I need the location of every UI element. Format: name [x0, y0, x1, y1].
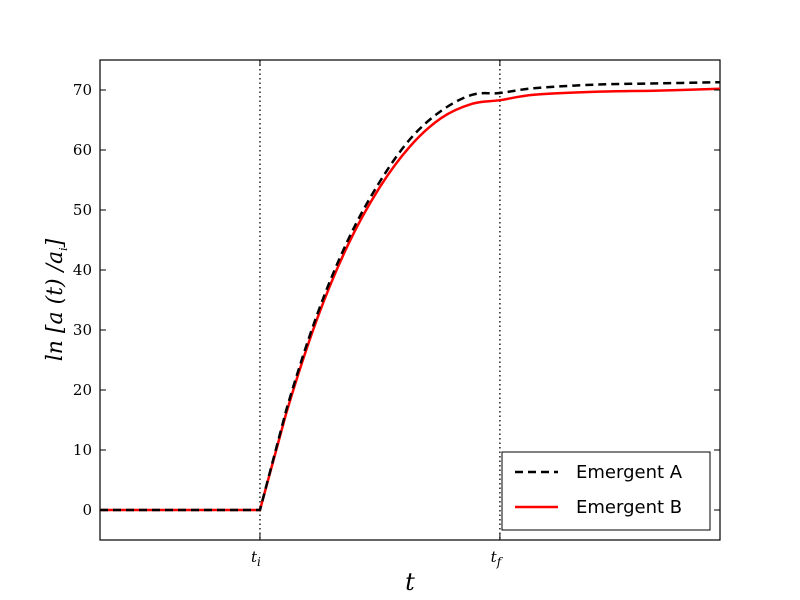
y-tick-label-50: 50 [73, 201, 92, 219]
plot-area: 0 10 20 30 40 50 60 70 ti tf [73, 59, 721, 569]
y-axis-label-close: ] [43, 238, 68, 248]
y-tick-label-20: 20 [73, 381, 92, 399]
series-line-emergent-b [100, 87, 721, 512]
legend: Emergent A Emergent B [501, 451, 711, 531]
y-tick-label-60: 60 [73, 141, 92, 159]
y-axis-label-subscript: i [57, 247, 70, 251]
legend-label-emergent-a: Emergent A [576, 462, 683, 483]
y-tick-label-70: 70 [73, 81, 92, 99]
y-tick-label-40: 40 [73, 261, 92, 279]
x-axis-label: t [405, 568, 415, 596]
y-tick-label-10: 10 [73, 441, 92, 459]
x-tick-label-0: ti [251, 548, 261, 569]
y-axis-label-main: ln [a (t) /a [43, 251, 68, 361]
y-axis-label: ln [a (t) /ai] [43, 238, 70, 361]
plot-frame [99, 59, 721, 541]
legend-label-emergent-b: Emergent B [576, 497, 682, 518]
vertical-reference-lines [259, 60, 501, 540]
x-tick-label-1: tf [491, 548, 504, 569]
series-layer [100, 80, 721, 512]
y-tick-label-0: 0 [82, 501, 92, 519]
legend-box [501, 451, 711, 531]
series-line-emergent-a [100, 80, 721, 512]
y-tick-label-30: 30 [73, 321, 92, 339]
y-axis-ticks: 0 10 20 30 40 50 60 70 [73, 81, 720, 519]
x-axis-ticks: ti tf [251, 60, 504, 569]
